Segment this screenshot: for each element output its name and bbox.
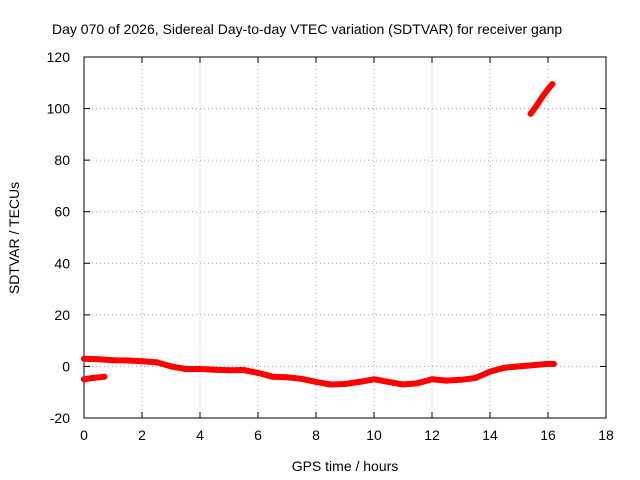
data-point <box>313 378 319 385</box>
data-point <box>501 364 508 371</box>
data-point <box>539 94 546 100</box>
data-point <box>385 378 392 385</box>
plot-frame <box>83 56 607 419</box>
data-point <box>533 103 540 109</box>
y-tick-label: 20 <box>54 307 70 323</box>
series-main-trace <box>81 355 557 388</box>
grid-lines <box>84 57 606 418</box>
data-point <box>110 357 116 364</box>
x-tick-label: 10 <box>366 427 382 443</box>
data-point <box>89 375 96 381</box>
y-tick-label: -20 <box>50 410 70 426</box>
data-point <box>139 358 145 365</box>
axis-ticks: 0 2 4 6 8 10 12 14 16 18 -20 0 20 40 60 80 100 120 <box>47 49 614 443</box>
x-tick-label: 6 <box>254 427 262 443</box>
x-tick-label: 14 <box>482 427 498 443</box>
data-point <box>429 376 435 383</box>
data-point <box>530 362 537 369</box>
data-point <box>153 359 160 366</box>
data-point <box>414 380 421 387</box>
data-point <box>545 86 551 93</box>
y-tick-label: 120 <box>47 49 71 65</box>
data-point <box>356 378 363 385</box>
data-point <box>101 373 108 380</box>
data-point <box>458 376 464 383</box>
data-point <box>81 376 87 383</box>
data-point <box>182 366 189 372</box>
data-point <box>545 360 551 367</box>
chart-title: Day 070 of 2026, Sidereal Day-to-day VTE… <box>52 21 562 37</box>
data-point <box>95 356 102 363</box>
y-tick-label: 60 <box>54 204 70 220</box>
x-tick-label: 16 <box>540 427 556 443</box>
data-point <box>284 374 290 381</box>
data-point <box>371 376 377 383</box>
data-point <box>255 369 261 376</box>
y-tick-label: 100 <box>47 101 71 117</box>
data-point <box>527 110 534 117</box>
data-point <box>400 381 406 388</box>
y-tick-label: 40 <box>54 255 70 271</box>
data-point <box>197 366 203 372</box>
data-point <box>550 360 557 367</box>
data-point <box>269 373 276 380</box>
data-point <box>168 363 174 370</box>
data-point <box>516 363 522 370</box>
data-point <box>211 366 218 373</box>
x-tick-label: 4 <box>196 427 204 443</box>
x-tick-label: 2 <box>138 427 146 443</box>
data-point <box>124 357 131 364</box>
data-point <box>240 367 247 373</box>
data-point <box>298 375 305 382</box>
data-point <box>81 355 87 362</box>
y-tick-label: 0 <box>62 358 70 374</box>
y-axis-label: SDTVAR / TECUs <box>6 182 22 294</box>
x-tick-label: 8 <box>312 427 320 443</box>
y-tick-label: 80 <box>54 152 70 168</box>
x-axis-label: GPS time / hours <box>292 458 399 474</box>
data-point <box>472 375 479 381</box>
data-point <box>342 381 348 387</box>
x-tick-label: 12 <box>424 427 440 443</box>
data-point <box>487 368 493 375</box>
data-point <box>226 367 232 374</box>
data-point <box>549 81 556 88</box>
x-tick-label: 0 <box>80 427 88 443</box>
data-series <box>81 81 557 388</box>
x-tick-label: 18 <box>598 427 614 443</box>
data-point <box>327 381 334 388</box>
data-point <box>443 377 450 384</box>
